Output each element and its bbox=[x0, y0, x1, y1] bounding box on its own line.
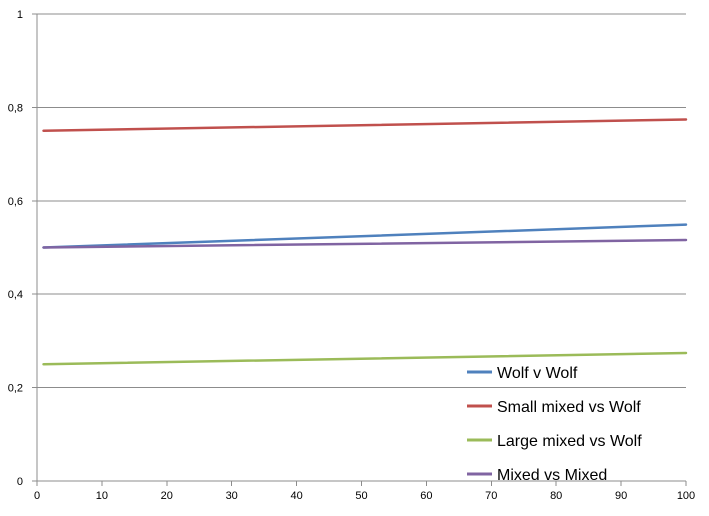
series-lines bbox=[42, 118, 688, 366]
legend: Wolf v Wolf Small mixed vs Wolf Large mixe… bbox=[467, 365, 642, 484]
y-axis-tick-labels: 0 0,2 0,4 0,6 0,8 1 bbox=[8, 9, 23, 488]
y-tick-label: 0,2 bbox=[8, 383, 23, 395]
series-line-2 bbox=[42, 351, 688, 366]
y-tick-label: 0,4 bbox=[8, 289, 23, 301]
grid-lines bbox=[37, 13, 686, 389]
axes bbox=[32, 13, 687, 486]
x-tick-label: 0 bbox=[34, 490, 40, 502]
y-tick-label: 1 bbox=[17, 9, 23, 21]
series-line-3 bbox=[42, 238, 688, 249]
x-tick-label: 10 bbox=[96, 490, 108, 502]
legend-label-3: Mixed vs Mixed bbox=[497, 467, 607, 484]
legend-label-1: Small mixed vs Wolf bbox=[497, 399, 641, 416]
legend-label-0: Wolf v Wolf bbox=[497, 365, 578, 382]
x-tick-label: 30 bbox=[226, 490, 238, 502]
y-tick-label: 0,8 bbox=[8, 102, 23, 114]
y-tick-label: 0,6 bbox=[8, 196, 23, 208]
x-tick-label: 20 bbox=[161, 490, 173, 502]
x-tick-label: 60 bbox=[420, 490, 432, 502]
x-tick-label: 90 bbox=[615, 490, 627, 502]
x-tick-label: 70 bbox=[485, 490, 497, 502]
series-line-0 bbox=[42, 223, 688, 249]
x-tick-label: 50 bbox=[355, 490, 367, 502]
x-tick-label: 100 bbox=[677, 490, 695, 502]
y-tick-label: 0 bbox=[17, 476, 23, 488]
x-axis-tick-labels: 0 10 20 30 40 50 60 70 80 90 100 bbox=[34, 490, 695, 502]
x-tick-label: 80 bbox=[550, 490, 562, 502]
legend-label-2: Large mixed vs Wolf bbox=[497, 433, 642, 450]
series-line-1 bbox=[42, 118, 688, 132]
x-tick-label: 40 bbox=[290, 490, 302, 502]
